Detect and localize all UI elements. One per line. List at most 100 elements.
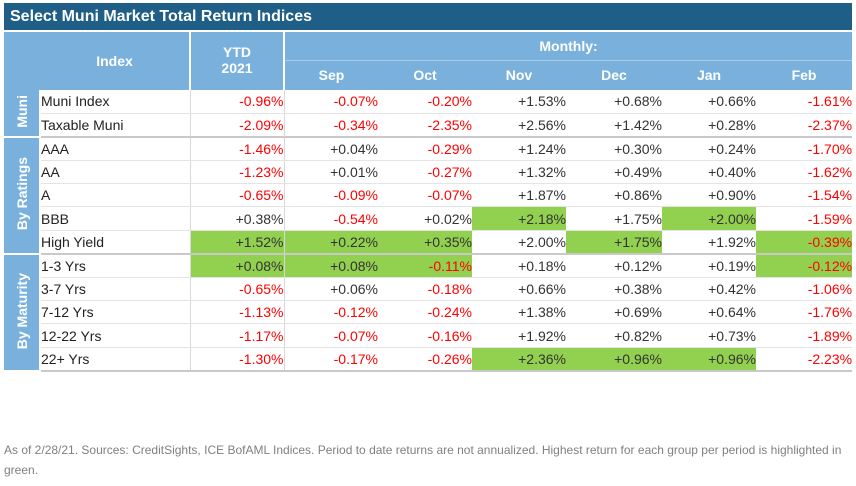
- table-row: Muni Muni Index -0.96% -0.07% -0.20% +1.53% +0…: [4, 90, 853, 138]
- index-name: 7-12 Yrs: [40, 300, 191, 325]
- monthly-value: -0.29%: [378, 136, 472, 161]
- table-title: Select Muni Market Total Return Indices: [4, 3, 852, 30]
- monthly-value: +0.38%: [566, 277, 662, 302]
- monthly-value: -0.27%: [378, 160, 472, 185]
- header-ytd-line1: YTD: [190, 32, 285, 60]
- index-name: Muni Index: [40, 90, 191, 114]
- monthly-value: +0.82%: [566, 323, 662, 348]
- monthly-value: +0.66%: [472, 277, 566, 302]
- monthly-value: +0.90%: [662, 183, 756, 208]
- monthly-value: +1.53%: [472, 90, 566, 114]
- monthly-value: +1.75%: [566, 206, 662, 231]
- monthly-value: -0.20%: [378, 90, 472, 114]
- table-row: By Ratings AAA -1.46% +0.04% -0.29% +1.24% +0.…: [4, 136, 853, 255]
- group-label-cell: By Maturity: [4, 253, 41, 372]
- ytd-value: -1.46%: [190, 136, 285, 161]
- monthly-value: -0.07%: [284, 90, 378, 114]
- monthly-value: +1.24%: [472, 136, 566, 161]
- monthly-value: +1.38%: [472, 300, 566, 325]
- monthly-value: +0.42%: [662, 277, 756, 302]
- monthly-value: +0.66%: [662, 90, 756, 114]
- monthly-value: -1.76%: [756, 300, 853, 325]
- monthly-value: -0.18%: [378, 277, 472, 302]
- monthly-value: -1.54%: [756, 183, 853, 208]
- index-name: High Yield: [40, 230, 191, 255]
- monthly-value: +1.92%: [472, 323, 566, 348]
- ytd-value: -0.96%: [190, 90, 285, 114]
- monthly-value: -0.09%: [284, 183, 378, 208]
- monthly-value: +0.19%: [662, 253, 756, 278]
- group-label: Muni: [13, 95, 30, 128]
- monthly-value: +0.01%: [284, 160, 378, 185]
- table-row: By Maturity 1-3 Yrs +0.08% +0.08% -0.11% +0.1…: [4, 253, 853, 372]
- monthly-value: +0.24%: [662, 136, 756, 161]
- monthly-value: -2.37%: [756, 113, 853, 138]
- monthly-value: -0.26%: [378, 347, 472, 372]
- header-month-2: Nov: [472, 60, 566, 90]
- index-name: 3-7 Yrs: [40, 277, 191, 302]
- footnote: As of 2/28/21. Sources: CreditSights, IC…: [4, 443, 842, 477]
- monthly-value: -1.89%: [756, 323, 853, 348]
- table-row: 7-12 Yrs -1.13% -0.12% -0.24% +1.38% +0.69% +0…: [4, 300, 853, 325]
- table-row: High Yield +1.52% +0.22% +0.35% +2.00% +1.75%…: [4, 230, 853, 255]
- ytd-value: -1.23%: [190, 160, 285, 185]
- monthly-value: +2.00%: [472, 230, 566, 255]
- monthly-value: +2.18%: [472, 206, 566, 231]
- ytd-value: -2.09%: [190, 113, 285, 138]
- monthly-value: +0.64%: [662, 300, 756, 325]
- index-name: 22+ Yrs: [40, 347, 191, 372]
- monthly-value: -2.23%: [756, 347, 853, 372]
- monthly-value: +0.86%: [566, 183, 662, 208]
- monthly-value: -1.62%: [756, 160, 853, 185]
- index-name: AA: [40, 160, 191, 185]
- index-name: A: [40, 183, 191, 208]
- header-month-0: Sep: [284, 60, 378, 90]
- header-monthly: Monthly:: [284, 32, 853, 61]
- header-corner: [4, 32, 40, 90]
- ytd-value: +0.38%: [190, 206, 285, 231]
- monthly-value: +0.40%: [662, 160, 756, 185]
- header-index: Index: [40, 32, 191, 90]
- header-month-1: Oct: [378, 60, 472, 90]
- monthly-value: -0.11%: [378, 253, 472, 278]
- monthly-value: +0.35%: [378, 230, 472, 255]
- index-name: AAA: [40, 136, 191, 161]
- monthly-value: +2.36%: [472, 347, 566, 372]
- monthly-value: +0.68%: [566, 90, 662, 114]
- monthly-value: -0.12%: [284, 300, 378, 325]
- monthly-value: -0.39%: [756, 230, 853, 255]
- index-name: 12-22 Yrs: [40, 323, 191, 348]
- monthly-value: -0.12%: [756, 253, 853, 278]
- monthly-value: +0.49%: [566, 160, 662, 185]
- ytd-value: -1.17%: [190, 323, 285, 348]
- monthly-value: +1.32%: [472, 160, 566, 185]
- monthly-value: +0.69%: [566, 300, 662, 325]
- ytd-value: -0.65%: [190, 183, 285, 208]
- monthly-value: +0.73%: [662, 323, 756, 348]
- monthly-value: +0.96%: [662, 347, 756, 372]
- monthly-value: +1.42%: [566, 113, 662, 138]
- table-row: AA -1.23% +0.01% -0.27% +1.32% +0.49% +0.40% -1…: [4, 160, 853, 185]
- monthly-value: +0.02%: [378, 206, 472, 231]
- monthly-value: +0.96%: [566, 347, 662, 372]
- index-name: Taxable Muni: [40, 113, 191, 138]
- monthly-value: +1.92%: [662, 230, 756, 255]
- monthly-value: -0.17%: [284, 347, 378, 372]
- header-month-5: Feb: [756, 60, 853, 90]
- monthly-value: -0.24%: [378, 300, 472, 325]
- monthly-value: +2.00%: [662, 206, 756, 231]
- monthly-value: -0.54%: [284, 206, 378, 231]
- monthly-value: +1.75%: [566, 230, 662, 255]
- group-label: By Ratings: [13, 157, 30, 231]
- monthly-value: -0.07%: [284, 323, 378, 348]
- monthly-value: -0.07%: [378, 183, 472, 208]
- monthly-value: -2.35%: [378, 113, 472, 138]
- monthly-value: -1.70%: [756, 136, 853, 161]
- monthly-value: +1.87%: [472, 183, 566, 208]
- group-label-cell: By Ratings: [4, 136, 41, 255]
- index-name: BBB: [40, 206, 191, 231]
- ytd-value: -0.65%: [190, 277, 285, 302]
- monthly-value: +0.12%: [566, 253, 662, 278]
- monthly-value: +2.56%: [472, 113, 566, 138]
- group-label: By Maturity: [13, 272, 30, 349]
